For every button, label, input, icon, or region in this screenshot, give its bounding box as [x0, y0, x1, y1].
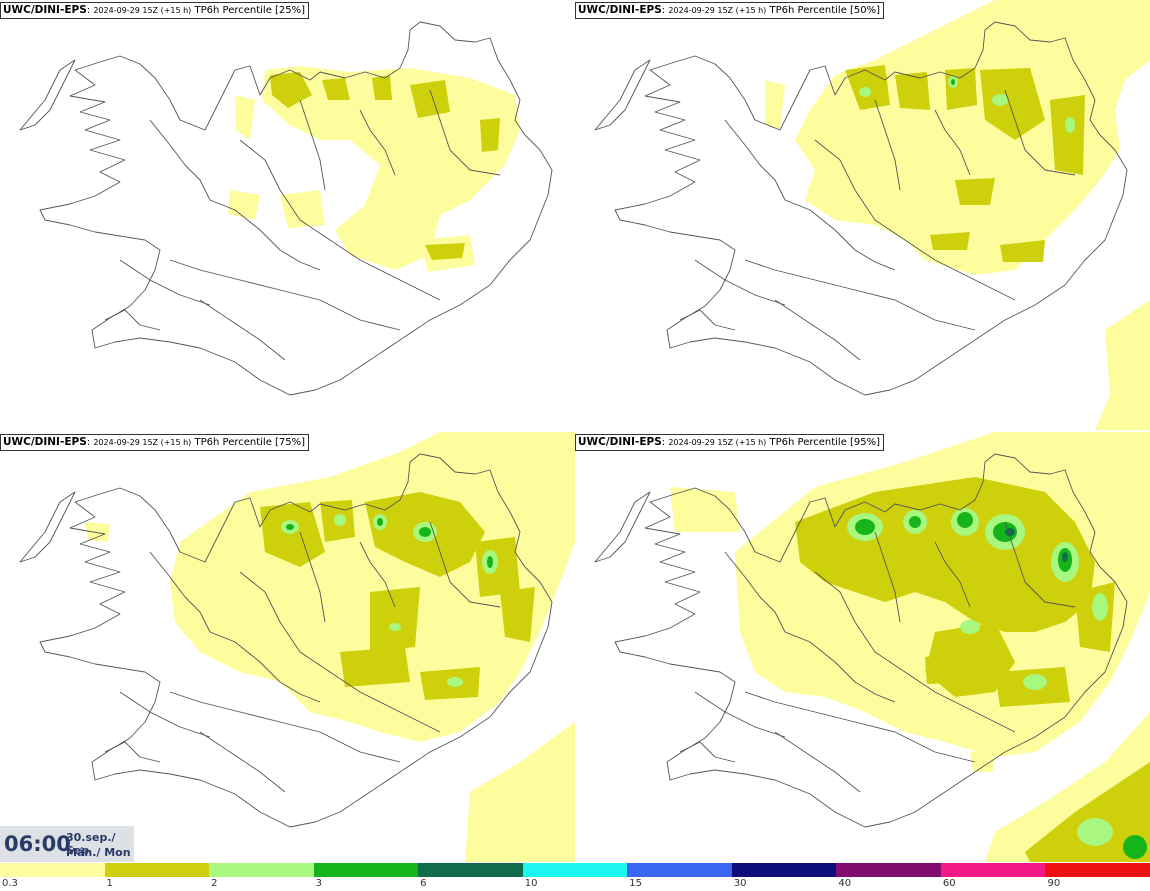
precip-shading: [765, 0, 1150, 430]
map-panel-p25: UWC/DINI-EPS: 2024-09-29 15Z (+15 h) TP6…: [0, 0, 575, 430]
legend-tick-label: 0.3: [2, 878, 18, 889]
valid-date: 30.sep./ Sep: [66, 831, 116, 857]
percentile-label: TP6h Percentile [25%]: [194, 5, 306, 16]
legend-tick-label: 10: [524, 878, 538, 889]
panel-title: UWC/DINI-EPS: 2024-09-29 15Z (+15 h) TP6…: [0, 434, 310, 451]
percentile-label: TP6h Percentile [75%]: [194, 437, 306, 448]
legend-swatch: [731, 863, 837, 877]
model-name: UWC/DINI-EPS: [3, 4, 87, 16]
precip-shading: [85, 432, 575, 862]
legend-swatch: [0, 863, 105, 877]
percentile-label: TP6h Percentile [50%]: [769, 5, 881, 16]
valid-time: 06:00: [4, 832, 71, 856]
map-panel-p50: UWC/DINI-EPS: 2024-09-29 15Z (+15 h) TP6…: [575, 0, 1150, 430]
precipitation-map: [19, 21, 553, 396]
precip-shading: [670, 432, 1150, 862]
panel-title: UWC/DINI-EPS: 2024-09-29 15Z (+15 h) TP6…: [575, 434, 885, 451]
legend-swatch: [1045, 863, 1150, 877]
map-panel-p75: UWC/DINI-EPS: 2024-09-29 15Z (+15 h) TP6…: [0, 432, 575, 862]
precipitation-map: [594, 0, 1150, 430]
legend-tick-label: 60: [942, 878, 956, 889]
precip-shading: [228, 66, 520, 272]
panel-title: UWC/DINI-EPS: 2024-09-29 15Z (+15 h) TP6…: [0, 2, 310, 19]
legend-swatch: [522, 863, 628, 877]
color-legend: [0, 863, 1150, 877]
legend-swatch: [418, 863, 523, 877]
run-info: 2024-09-29 15Z (+15 h): [668, 438, 767, 447]
panel-title: UWC/DINI-EPS: 2024-09-29 15Z (+15 h) TP6…: [575, 2, 885, 19]
legend-tick-label: 30: [733, 878, 747, 889]
legend-tick-label: 90: [1047, 878, 1061, 889]
legend-tick-label: 6: [420, 878, 427, 889]
legend-tick-label: 3: [315, 878, 322, 889]
valid-weekday: Mán./ Mon: [66, 846, 131, 859]
legend-swatch: [836, 863, 941, 877]
percentile-label: TP6h Percentile [95%]: [769, 437, 881, 448]
run-info: 2024-09-29 15Z (+15 h): [93, 438, 192, 447]
legend-swatch: [940, 863, 1046, 877]
legend-swatch: [627, 863, 732, 877]
legend-tick-label: 2: [211, 878, 218, 889]
run-info: 2024-09-29 15Z (+15 h): [668, 6, 767, 15]
precipitation-map: [594, 432, 1150, 862]
legend-swatch: [313, 863, 419, 877]
model-name: UWC/DINI-EPS: [578, 4, 662, 16]
model-name: UWC/DINI-EPS: [578, 436, 662, 448]
valid-time-box: 06:00 30.sep./ Sep Mán./ Mon: [0, 826, 134, 862]
legend-tick-label: 15: [629, 878, 642, 889]
run-info: 2024-09-29 15Z (+15 h): [93, 6, 192, 15]
color-legend-labels: 0.3 1 2 3 6 10 15 30 40 60 90: [0, 877, 1150, 891]
precipitation-map: [19, 432, 575, 862]
legend-swatch: [209, 863, 314, 877]
legend-swatch: [104, 863, 210, 877]
legend-tick-label: 1: [106, 878, 113, 889]
model-name: UWC/DINI-EPS: [3, 436, 87, 448]
map-panel-p95: UWC/DINI-EPS: 2024-09-29 15Z (+15 h) TP6…: [575, 432, 1150, 862]
legend-tick-label: 40: [838, 878, 852, 889]
